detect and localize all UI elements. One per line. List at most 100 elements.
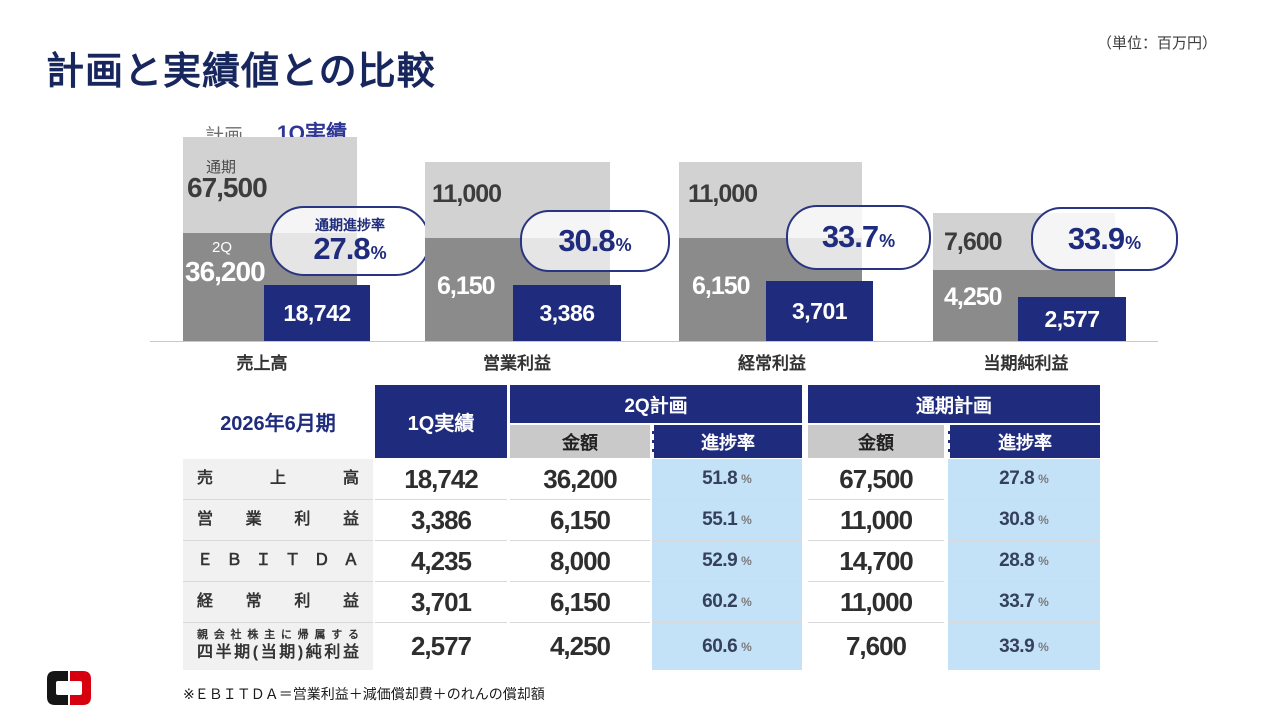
- percent-sign: %: [741, 639, 752, 654]
- 2q-value: 36,200: [185, 256, 266, 287]
- progress-value: 27.8: [313, 230, 370, 266]
- cell-fullyear-rate: 28.8%: [948, 541, 1100, 582]
- cell-2q-amount: 36,200: [510, 459, 650, 500]
- rate-value: 60.6: [702, 635, 738, 657]
- percent-sign: %: [1038, 639, 1049, 654]
- row-label: ＥＢＩＴＤＡ: [183, 541, 373, 582]
- rate-value: 27.8: [999, 468, 1035, 489]
- progress-bubble-title: 通期進捗率: [315, 216, 385, 233]
- cell-fullyear-amount: 14,700: [808, 541, 944, 582]
- rate-value: 28.8: [999, 550, 1035, 571]
- 2q-tag: 2Q: [212, 239, 233, 256]
- cell-fullyear-rate: 33.7%: [948, 582, 1100, 623]
- percent-sign: %: [741, 595, 752, 609]
- cell-fullyear-amount: 7,600: [808, 623, 944, 670]
- table-row: 経常利益 3,701 6,150 60.2% 11,000 33.7%: [0, 582, 1280, 623]
- axis-baseline: [150, 341, 1158, 342]
- ebitda-footnote: ※ＥＢＩＴＤＡ＝営業利益＋減価償却費＋のれんの償却額: [183, 686, 545, 702]
- cell-2q-amount: 4,250: [510, 623, 650, 670]
- cell-1q-actual: 18,742: [375, 459, 507, 500]
- rate-value: 52.9: [702, 550, 738, 571]
- 1q-value: 2,577: [1044, 306, 1100, 332]
- row-label: 経常利益: [183, 582, 373, 623]
- rate-value: 60.2: [702, 591, 738, 612]
- 2q-value: 6,150: [692, 272, 751, 300]
- row-label-small-text: 親会社株主に帰属する: [197, 629, 359, 642]
- fullyear-value: 7,600: [944, 228, 1003, 256]
- table-header-1q: 1Q実績: [375, 385, 507, 458]
- cell-2q-rate: 52.9%: [652, 541, 802, 582]
- percent-sign: %: [1125, 232, 1142, 253]
- cell-2q-rate: 60.6%: [652, 623, 802, 670]
- cell-1q-actual: 3,701: [375, 582, 507, 623]
- bar-actual-1q-op: 3,386: [513, 285, 621, 342]
- percent-sign: %: [879, 231, 896, 252]
- bar-actual-1q-net: 2,577: [1018, 297, 1126, 342]
- progress-bubble-ordinary: 33.7 %: [786, 205, 931, 270]
- rate-value: 33.9: [999, 635, 1035, 657]
- table-row: 親会社株主に帰属する 四半期(当期)純利益 2,577 4,250 60.6% …: [0, 623, 1280, 670]
- bar-actual-1q-ordinary: 3,701: [766, 281, 873, 342]
- progress-value: 30.8: [558, 222, 615, 258]
- rate-value: 30.8: [999, 509, 1035, 530]
- progress-bubble-sales: 通期進捗率 27.8 %: [270, 206, 430, 276]
- cell-2q-rate: 60.2%: [652, 582, 802, 623]
- cell-fullyear-amount: 67,500: [808, 459, 944, 500]
- row-label: 売上高: [183, 459, 373, 500]
- percent-sign: %: [1038, 513, 1049, 527]
- progress-value: 33.7: [821, 219, 879, 255]
- 1q-value: 3,386: [539, 300, 595, 326]
- cell-2q-rate: 51.8%: [652, 459, 802, 500]
- cell-1q-actual: 4,235: [375, 541, 507, 582]
- 1q-value: 18,742: [283, 300, 351, 326]
- progress-value: 33.9: [1067, 220, 1125, 256]
- row-label-text: ＥＢＩＴＤＡ: [197, 551, 359, 569]
- percent-sign: %: [1038, 595, 1049, 609]
- table-subheader-2q-rate: 進捗率: [652, 425, 802, 458]
- table-subheader-fullyear-rate: 進捗率: [948, 425, 1100, 458]
- 2q-value: 6,150: [437, 272, 496, 300]
- percent-sign: %: [370, 242, 387, 263]
- percent-sign: %: [741, 513, 752, 527]
- cell-2q-amount: 6,150: [510, 500, 650, 541]
- fullyear-value: 67,500: [187, 172, 268, 203]
- logo-right-c: [70, 671, 91, 705]
- table-header-fullyear-plan: 通期計画: [808, 385, 1100, 423]
- cell-fullyear-rate: 30.8%: [948, 500, 1100, 541]
- table-row: 営業利益 3,386 6,150 55.1% 11,000 30.8%: [0, 500, 1280, 541]
- cell-fullyear-rate: 27.8%: [948, 459, 1100, 500]
- progress-bubble-op: 30.8 %: [520, 210, 670, 272]
- row-label-text: 四半期(当期)純利益: [197, 643, 359, 661]
- row-label-text: 売上高: [197, 469, 359, 487]
- row-label-text: 経常利益: [197, 592, 359, 610]
- table-row: 売上高 18,742 36,200 51.8% 67,500 27.8%: [0, 459, 1280, 500]
- cell-fullyear-rate: 33.9%: [948, 623, 1100, 670]
- 1q-value: 3,701: [791, 298, 848, 324]
- fullyear-tag: 通期: [206, 159, 237, 176]
- percent-sign: %: [741, 472, 752, 486]
- category-label-op: 営業利益: [483, 354, 551, 373]
- cell-fullyear-amount: 11,000: [808, 500, 944, 541]
- cell-1q-actual: 3,386: [375, 500, 507, 541]
- rate-value: 33.7: [999, 591, 1035, 612]
- table-subheader-fullyear-amount: 金額: [808, 425, 944, 458]
- page-title: 計画と実績値との比較: [46, 51, 436, 93]
- cell-2q-amount: 8,000: [510, 541, 650, 582]
- table-row: ＥＢＩＴＤＡ 4,235 8,000 52.9% 14,700 28.8%: [0, 541, 1280, 582]
- cell-2q-amount: 6,150: [510, 582, 650, 623]
- cell-1q-actual: 2,577: [375, 623, 507, 670]
- fullyear-value: 11,000: [432, 180, 502, 208]
- logo-left-c: [47, 671, 68, 705]
- category-label-net: 当期純利益: [983, 354, 1069, 373]
- row-label: 営業利益: [183, 500, 373, 541]
- row-label: 親会社株主に帰属する 四半期(当期)純利益: [183, 623, 373, 670]
- bar-actual-1q-sales: 18,742: [264, 285, 370, 342]
- rate-value: 55.1: [702, 509, 738, 530]
- rate-value: 51.8: [702, 468, 738, 489]
- progress-bubble-net: 33.9 %: [1031, 207, 1178, 271]
- category-label-sales: 売上高: [236, 354, 288, 373]
- cell-2q-rate: 55.1%: [652, 500, 802, 541]
- percent-sign: %: [741, 554, 752, 568]
- percent-sign: %: [615, 234, 632, 255]
